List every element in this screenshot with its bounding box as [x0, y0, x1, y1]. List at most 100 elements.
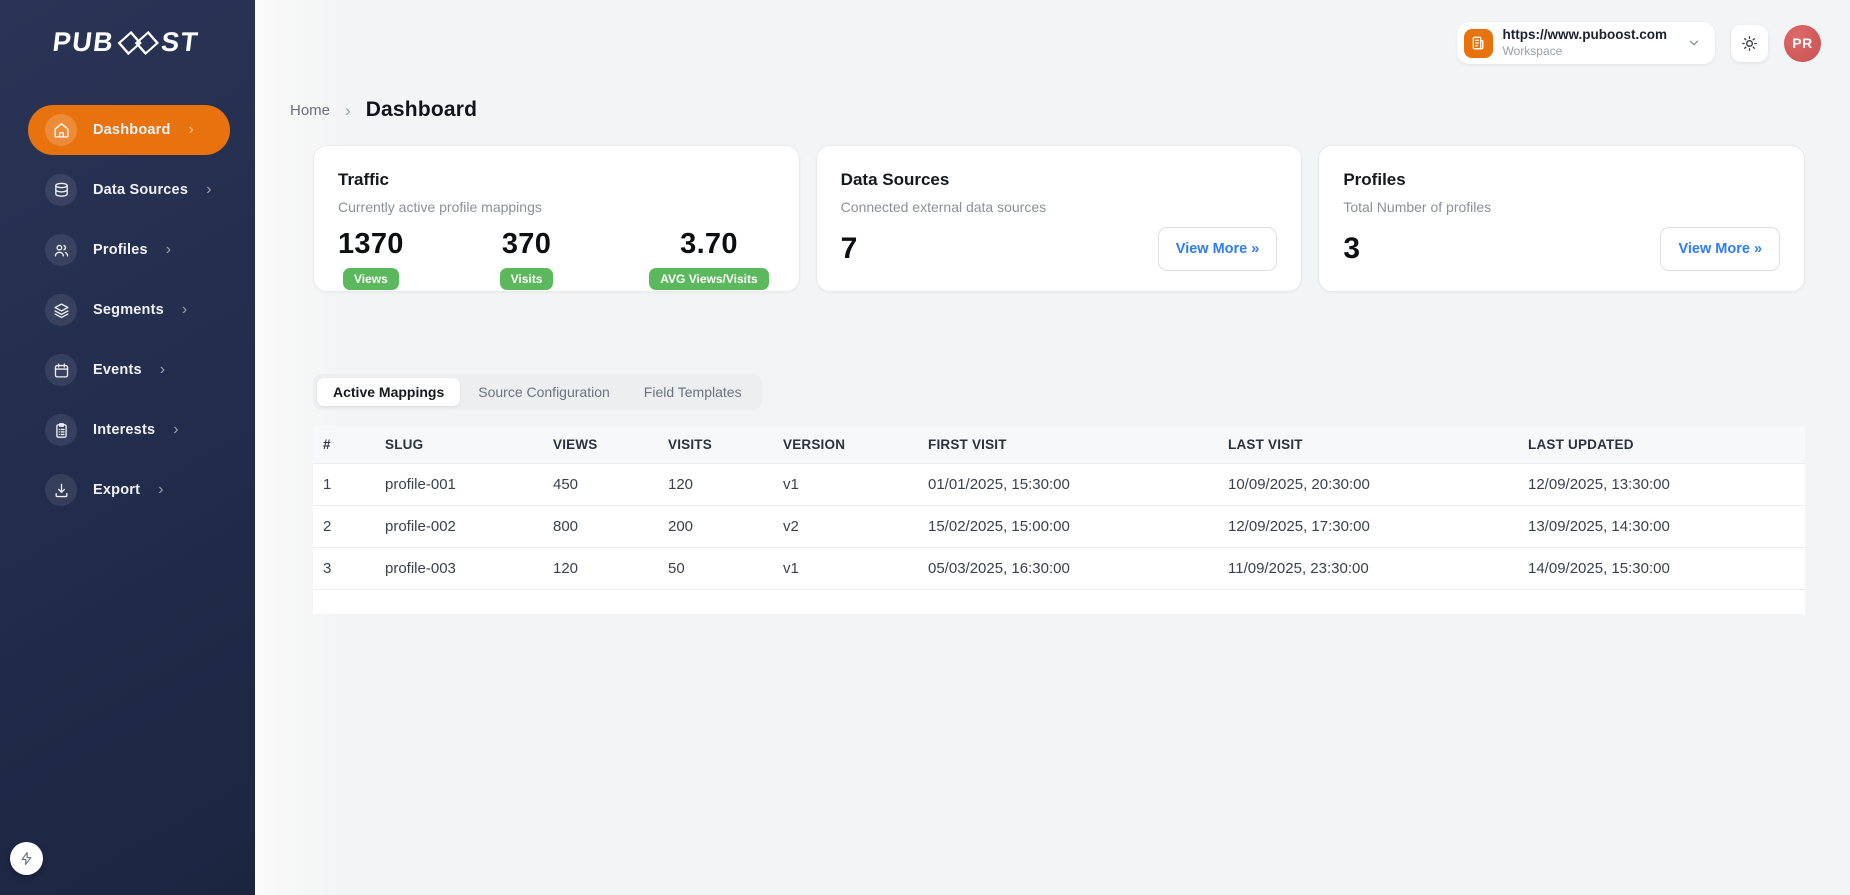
- avatar-initials: PR: [1792, 35, 1813, 51]
- sidebar-item-label: Segments: [93, 302, 164, 318]
- view-more-button[interactable]: View More »: [1660, 227, 1781, 271]
- sidebar-item-label: Interests: [93, 422, 156, 438]
- views-metric: 1370 Views: [338, 228, 404, 290]
- chevron-right-icon: ›: [181, 301, 188, 318]
- table-row[interactable]: 3 profile-003 120 50 v1 05/03/2025, 16:3…: [313, 547, 1805, 590]
- view-more-button[interactable]: View More »: [1157, 227, 1278, 271]
- chevron-right-icon: ›: [345, 100, 351, 120]
- traffic-card: Traffic Currently active profile mapping…: [313, 145, 800, 292]
- calendar-icon: [45, 354, 77, 386]
- logo-text-pre: PUB: [51, 26, 117, 57]
- avg-views-visits-value: 3.70: [680, 228, 738, 260]
- sidebar: PUB ST Dashboard › Data Sources ›: [0, 0, 255, 895]
- page-title: Dashboard: [365, 98, 478, 121]
- sidebar-item-label: Export: [93, 482, 141, 498]
- workspace-label: Workspace: [1502, 43, 1563, 58]
- quick-actions-button[interactable]: [10, 842, 43, 875]
- views-value: 1370: [338, 228, 404, 260]
- logo-text-post: ST: [159, 26, 201, 57]
- chevron-right-icon: ›: [165, 241, 172, 258]
- logo-diamonds-icon: [116, 30, 161, 56]
- cell-views: 120: [543, 547, 658, 590]
- cell-version: v2: [773, 505, 918, 548]
- chevron-down-icon: [1687, 36, 1701, 50]
- sun-icon: [1741, 35, 1758, 52]
- sidebar-item-label: Events: [93, 362, 142, 378]
- card-title: Traffic: [338, 170, 390, 189]
- sidebar-item-label: Data Sources: [93, 182, 189, 198]
- card-subtitle: Currently active profile mappings: [338, 199, 542, 215]
- data-sources-card: Data Sources Connected external data sou…: [815, 145, 1303, 292]
- clipboard-icon: [45, 414, 77, 446]
- profiles-count: 3: [1343, 232, 1361, 265]
- sidebar-item-profiles[interactable]: Profiles ›: [28, 225, 230, 275]
- sidebar-nav: Dashboard › Data Sources › Profiles › Se…: [0, 105, 255, 515]
- sidebar-item-events[interactable]: Events ›: [28, 345, 230, 395]
- chevron-right-icon: ›: [158, 481, 164, 498]
- cell-last-updated: 13/09/2025, 14:30:00: [1518, 505, 1805, 548]
- cell-last-updated: 14/09/2025, 15:30:00: [1518, 547, 1805, 590]
- breadcrumb: Home › Dashboard: [290, 98, 1805, 122]
- col-last-visit: LAST VISIT: [1218, 426, 1518, 464]
- col-slug: SLUG: [375, 426, 543, 464]
- cell-index: 3: [313, 547, 375, 590]
- avatar[interactable]: PR: [1784, 24, 1821, 62]
- col-views: VIEWS: [543, 426, 658, 464]
- card-title: Profiles: [1343, 170, 1406, 189]
- sidebar-item-segments[interactable]: Segments ›: [28, 285, 230, 335]
- views-badge: Views: [342, 268, 399, 290]
- cell-last-visit: 12/09/2025, 17:30:00: [1218, 505, 1518, 548]
- workspace-selector[interactable]: https://www.puboost.com Workspace: [1456, 22, 1715, 64]
- cell-first-visit: 01/01/2025, 15:30:00: [918, 463, 1218, 506]
- tab-bar: Active Mappings Source Configuration Fie…: [313, 374, 762, 410]
- cell-index: 1: [313, 463, 375, 506]
- cell-index: 2: [313, 505, 375, 548]
- tab-active-mappings[interactable]: Active Mappings: [317, 378, 461, 406]
- col-version: VERSION: [773, 426, 918, 464]
- mappings-table-container: # SLUG VIEWS VISITS VERSION FIRST VISIT …: [313, 426, 1805, 614]
- col-visits: VISITS: [658, 426, 773, 464]
- cell-views: 800: [543, 505, 658, 548]
- col-index: #: [313, 426, 375, 464]
- cell-first-visit: 05/03/2025, 16:30:00: [918, 547, 1218, 590]
- tab-field-templates[interactable]: Field Templates: [643, 384, 742, 400]
- col-first-visit: FIRST VISIT: [918, 426, 1218, 464]
- visits-value: 370: [501, 228, 552, 260]
- chevron-right-icon: ›: [159, 361, 166, 378]
- cell-visits: 200: [658, 505, 773, 548]
- cell-visits: 120: [658, 463, 773, 506]
- sidebar-item-dashboard[interactable]: Dashboard ›: [28, 105, 230, 155]
- chevron-right-icon: ›: [188, 121, 194, 138]
- breadcrumb-home[interactable]: Home: [290, 101, 331, 119]
- card-subtitle: Total Number of profiles: [1343, 199, 1492, 215]
- download-icon: [45, 474, 77, 506]
- chevron-right-icon: ›: [173, 421, 179, 438]
- profiles-card: Profiles Total Number of profiles 3 View…: [1318, 145, 1806, 292]
- cell-last-visit: 10/09/2025, 20:30:00: [1218, 463, 1518, 506]
- table-row[interactable]: 1 profile-001 450 120 v1 01/01/2025, 15:…: [313, 463, 1805, 506]
- cell-slug: profile-002: [375, 505, 543, 548]
- newspaper-icon: [1463, 28, 1493, 58]
- theme-toggle-button[interactable]: [1731, 24, 1768, 62]
- data-sources-count: 7: [840, 232, 858, 265]
- cell-version: v1: [773, 547, 918, 590]
- card-title: Data Sources: [840, 170, 950, 189]
- sidebar-item-export[interactable]: Export ›: [28, 465, 230, 515]
- cell-last-visit: 11/09/2025, 23:30:00: [1218, 547, 1518, 590]
- sidebar-item-label: Dashboard: [93, 122, 171, 138]
- cell-first-visit: 15/02/2025, 15:00:00: [918, 505, 1218, 548]
- workspace-url: https://www.puboost.com: [1502, 27, 1668, 43]
- layers-icon: [45, 294, 77, 326]
- sidebar-item-data-sources[interactable]: Data Sources ›: [28, 165, 230, 215]
- table-header-row: # SLUG VIEWS VISITS VERSION FIRST VISIT …: [313, 426, 1805, 464]
- sidebar-item-label: Profiles: [93, 242, 148, 258]
- users-icon: [45, 234, 77, 266]
- database-icon: [45, 174, 77, 206]
- cell-last-updated: 12/09/2025, 13:30:00: [1518, 463, 1805, 506]
- table-row[interactable]: 2 profile-002 800 200 v2 15/02/2025, 15:…: [313, 505, 1805, 548]
- main-content: https://www.puboost.com Workspace PR Hom…: [255, 0, 1850, 895]
- sidebar-item-interests[interactable]: Interests ›: [28, 405, 230, 455]
- tab-source-configuration[interactable]: Source Configuration: [478, 384, 610, 400]
- card-subtitle: Connected external data sources: [840, 199, 1047, 215]
- visits-badge: Visits: [499, 268, 554, 290]
